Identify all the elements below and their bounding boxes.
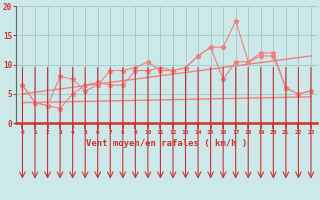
X-axis label: Vent moyen/en rafales ( km/h ): Vent moyen/en rafales ( km/h ) bbox=[86, 139, 247, 148]
